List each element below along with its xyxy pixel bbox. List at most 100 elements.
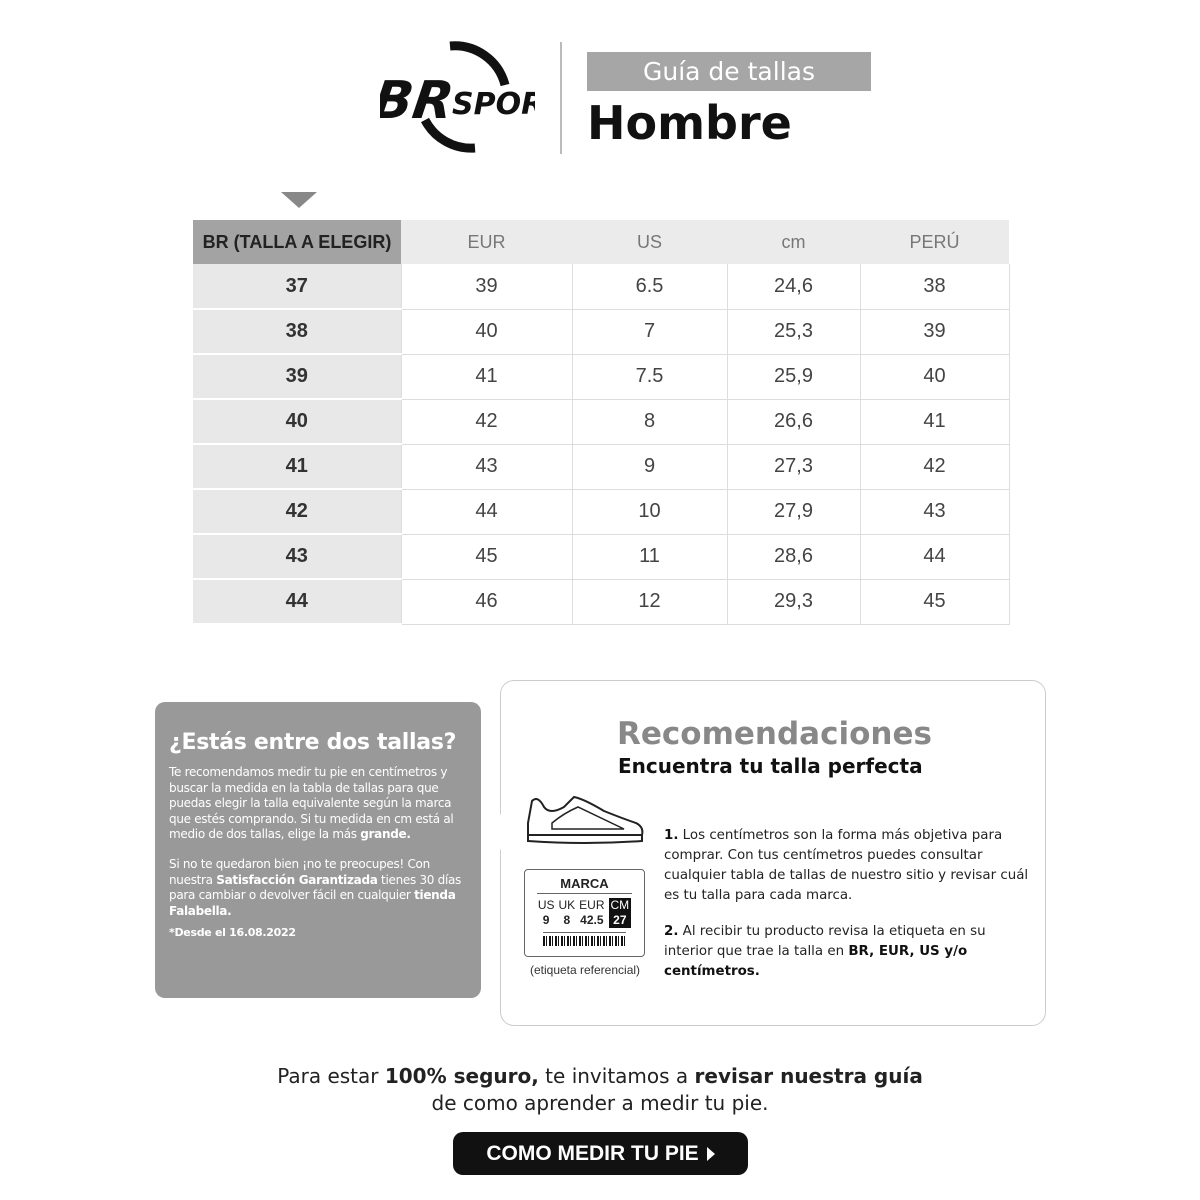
text: Para estar xyxy=(277,1064,385,1088)
table-cell: 9 xyxy=(572,444,728,490)
label-key: EUR xyxy=(579,898,605,912)
text: de como aprender a medir tu pie. xyxy=(431,1091,769,1115)
label-brand: MARCA xyxy=(537,876,632,894)
table-cell: 46 xyxy=(401,579,573,625)
table-cell: 45 xyxy=(860,579,1010,625)
column-header: cm xyxy=(727,220,860,264)
table-cell: 39 xyxy=(860,309,1010,355)
text-bold: Satisfacción Garantizada xyxy=(216,872,378,887)
table-header-row: BR (TALLA A ELEGIR) EUR US cm PERÚ xyxy=(193,220,1009,264)
guide-subtitle: Guía de tallas xyxy=(587,52,871,91)
step-1: 1. Los centímetros son la forma más obje… xyxy=(664,826,1034,906)
text: Si no te quedaron bien ¡no te preocupes!… xyxy=(169,856,430,887)
table-cell: 41 xyxy=(193,444,402,490)
label-value: 9 xyxy=(542,913,550,927)
between-sizes-text-1: Te recomendamos medir tu pie en centímet… xyxy=(169,765,471,843)
text-bold: 100% seguro, xyxy=(384,1064,539,1088)
table-cell: 43 xyxy=(401,444,573,490)
table-cell: 44 xyxy=(401,489,573,535)
table-cell: 42 xyxy=(860,444,1010,490)
table-cell: 44 xyxy=(193,579,402,625)
table-cell: 45 xyxy=(401,534,573,580)
table-cell: 42 xyxy=(193,489,402,535)
table-cell: 38 xyxy=(193,309,402,355)
text-bold: tienda Falabella. xyxy=(169,888,456,918)
text-bold: revisar nuestra guía xyxy=(694,1064,923,1088)
step-text: Los centímetros son la forma más objetiv… xyxy=(664,828,1029,903)
between-sizes-panel: ¿Estás entre dos tallas? Te recomendamos… xyxy=(155,702,481,998)
table-cell: 7 xyxy=(572,309,728,355)
between-sizes-title: ¿Estás entre dos tallas? xyxy=(169,730,457,755)
table-cell: 41 xyxy=(860,399,1010,445)
table-cell: 26,6 xyxy=(727,399,861,445)
text-bold: grande. xyxy=(360,827,411,842)
label-key: UK xyxy=(558,898,576,912)
table-cell: 7.5 xyxy=(572,354,728,400)
brand-logo: BR SPORT xyxy=(380,41,535,153)
table-cell: 25,3 xyxy=(727,309,861,355)
table-cell: 38 xyxy=(860,264,1010,310)
table-cell: 43 xyxy=(193,534,402,580)
footer-text: Para estar 100% seguro, te invitamos a r… xyxy=(0,1063,1200,1117)
button-label: COMO MEDIR TU PIE xyxy=(486,1141,699,1165)
table-row: 40 42 8 26,6 41 xyxy=(193,399,1010,445)
recommendations-title: Recomendaciones xyxy=(617,716,932,752)
table-cell: 28,6 xyxy=(727,534,861,580)
table-cell: 37 xyxy=(193,264,402,310)
svg-text:BR: BR xyxy=(380,71,457,131)
table-row: 43 45 11 28,6 44 xyxy=(193,534,1010,580)
table-cell: 40 xyxy=(860,354,1010,400)
arrow-down-icon xyxy=(281,192,317,208)
table-cell: 43 xyxy=(860,489,1010,535)
table-cell: 41 xyxy=(401,354,573,400)
size-table: BR (TALLA A ELEGIR) EUR US cm PERÚ 37 39 6… xyxy=(193,220,1010,625)
table-cell: 8 xyxy=(572,399,728,445)
table-row: 44 46 12 29,3 45 xyxy=(193,579,1010,625)
label-value: 8 xyxy=(563,913,571,927)
table-cell: 10 xyxy=(572,489,728,535)
size-label-illustration: MARCA US 9 UK 8 EUR 42.5 CM 27 xyxy=(524,869,645,957)
table-cell: 25,9 xyxy=(727,354,861,400)
header-divider xyxy=(560,42,562,154)
table-cell: 40 xyxy=(401,309,573,355)
table-row: 37 39 6.5 24,6 38 xyxy=(193,264,1010,310)
table-row: 38 40 7 25,3 39 xyxy=(193,309,1010,355)
step-number: 2. xyxy=(664,924,679,939)
speech-notch xyxy=(481,814,501,850)
table-cell: 11 xyxy=(572,534,728,580)
table-cell: 27,3 xyxy=(727,444,861,490)
step-2: 2. Al recibir tu producto revisa la etiq… xyxy=(664,922,1034,982)
recommendations-panel xyxy=(500,680,1046,1026)
date-note: *Desde el 16.08.2022 xyxy=(169,926,296,940)
column-header: PERÚ xyxy=(860,220,1009,264)
play-arrow-icon xyxy=(706,1146,715,1161)
label-value: 42.5 xyxy=(580,913,604,927)
table-cell: 39 xyxy=(193,354,402,400)
between-sizes-text-2: Si no te quedaron bien ¡no te preocupes!… xyxy=(169,857,471,919)
label-key: CM xyxy=(610,898,630,912)
sneaker-icon xyxy=(527,795,644,844)
recommendations-subtitle: Encuentra tu talla perfecta xyxy=(618,754,923,778)
step-text: Al recibir tu producto revisa la etiquet… xyxy=(664,924,986,959)
guide-title: Hombre xyxy=(587,96,792,150)
table-row: 39 41 7.5 25,9 40 xyxy=(193,354,1010,400)
label-value: 27 xyxy=(613,913,627,927)
step-number: 1. xyxy=(664,828,679,843)
text: tienes 30 días para cambiar o devolver f… xyxy=(169,872,461,903)
table-cell: 40 xyxy=(193,399,402,445)
text: Te recomendamos medir tu pie en centímet… xyxy=(169,765,454,842)
table-cell: 42 xyxy=(401,399,573,445)
svg-text:SPORT: SPORT xyxy=(452,87,535,122)
table-row: 41 43 9 27,3 42 xyxy=(193,444,1010,490)
table-cell: 29,3 xyxy=(727,579,861,625)
table-cell: 12 xyxy=(572,579,728,625)
table-cell: 27,9 xyxy=(727,489,861,535)
text: te invitamos a xyxy=(538,1064,695,1088)
label-key: US xyxy=(537,898,555,912)
label-caption: (etiqueta referencial) xyxy=(529,963,641,977)
table-cell: 39 xyxy=(401,264,573,310)
how-to-measure-button[interactable]: COMO MEDIR TU PIE xyxy=(453,1132,748,1175)
column-header: US xyxy=(572,220,727,264)
barcode-icon xyxy=(543,932,626,946)
column-header: BR (TALLA A ELEGIR) xyxy=(193,220,401,264)
